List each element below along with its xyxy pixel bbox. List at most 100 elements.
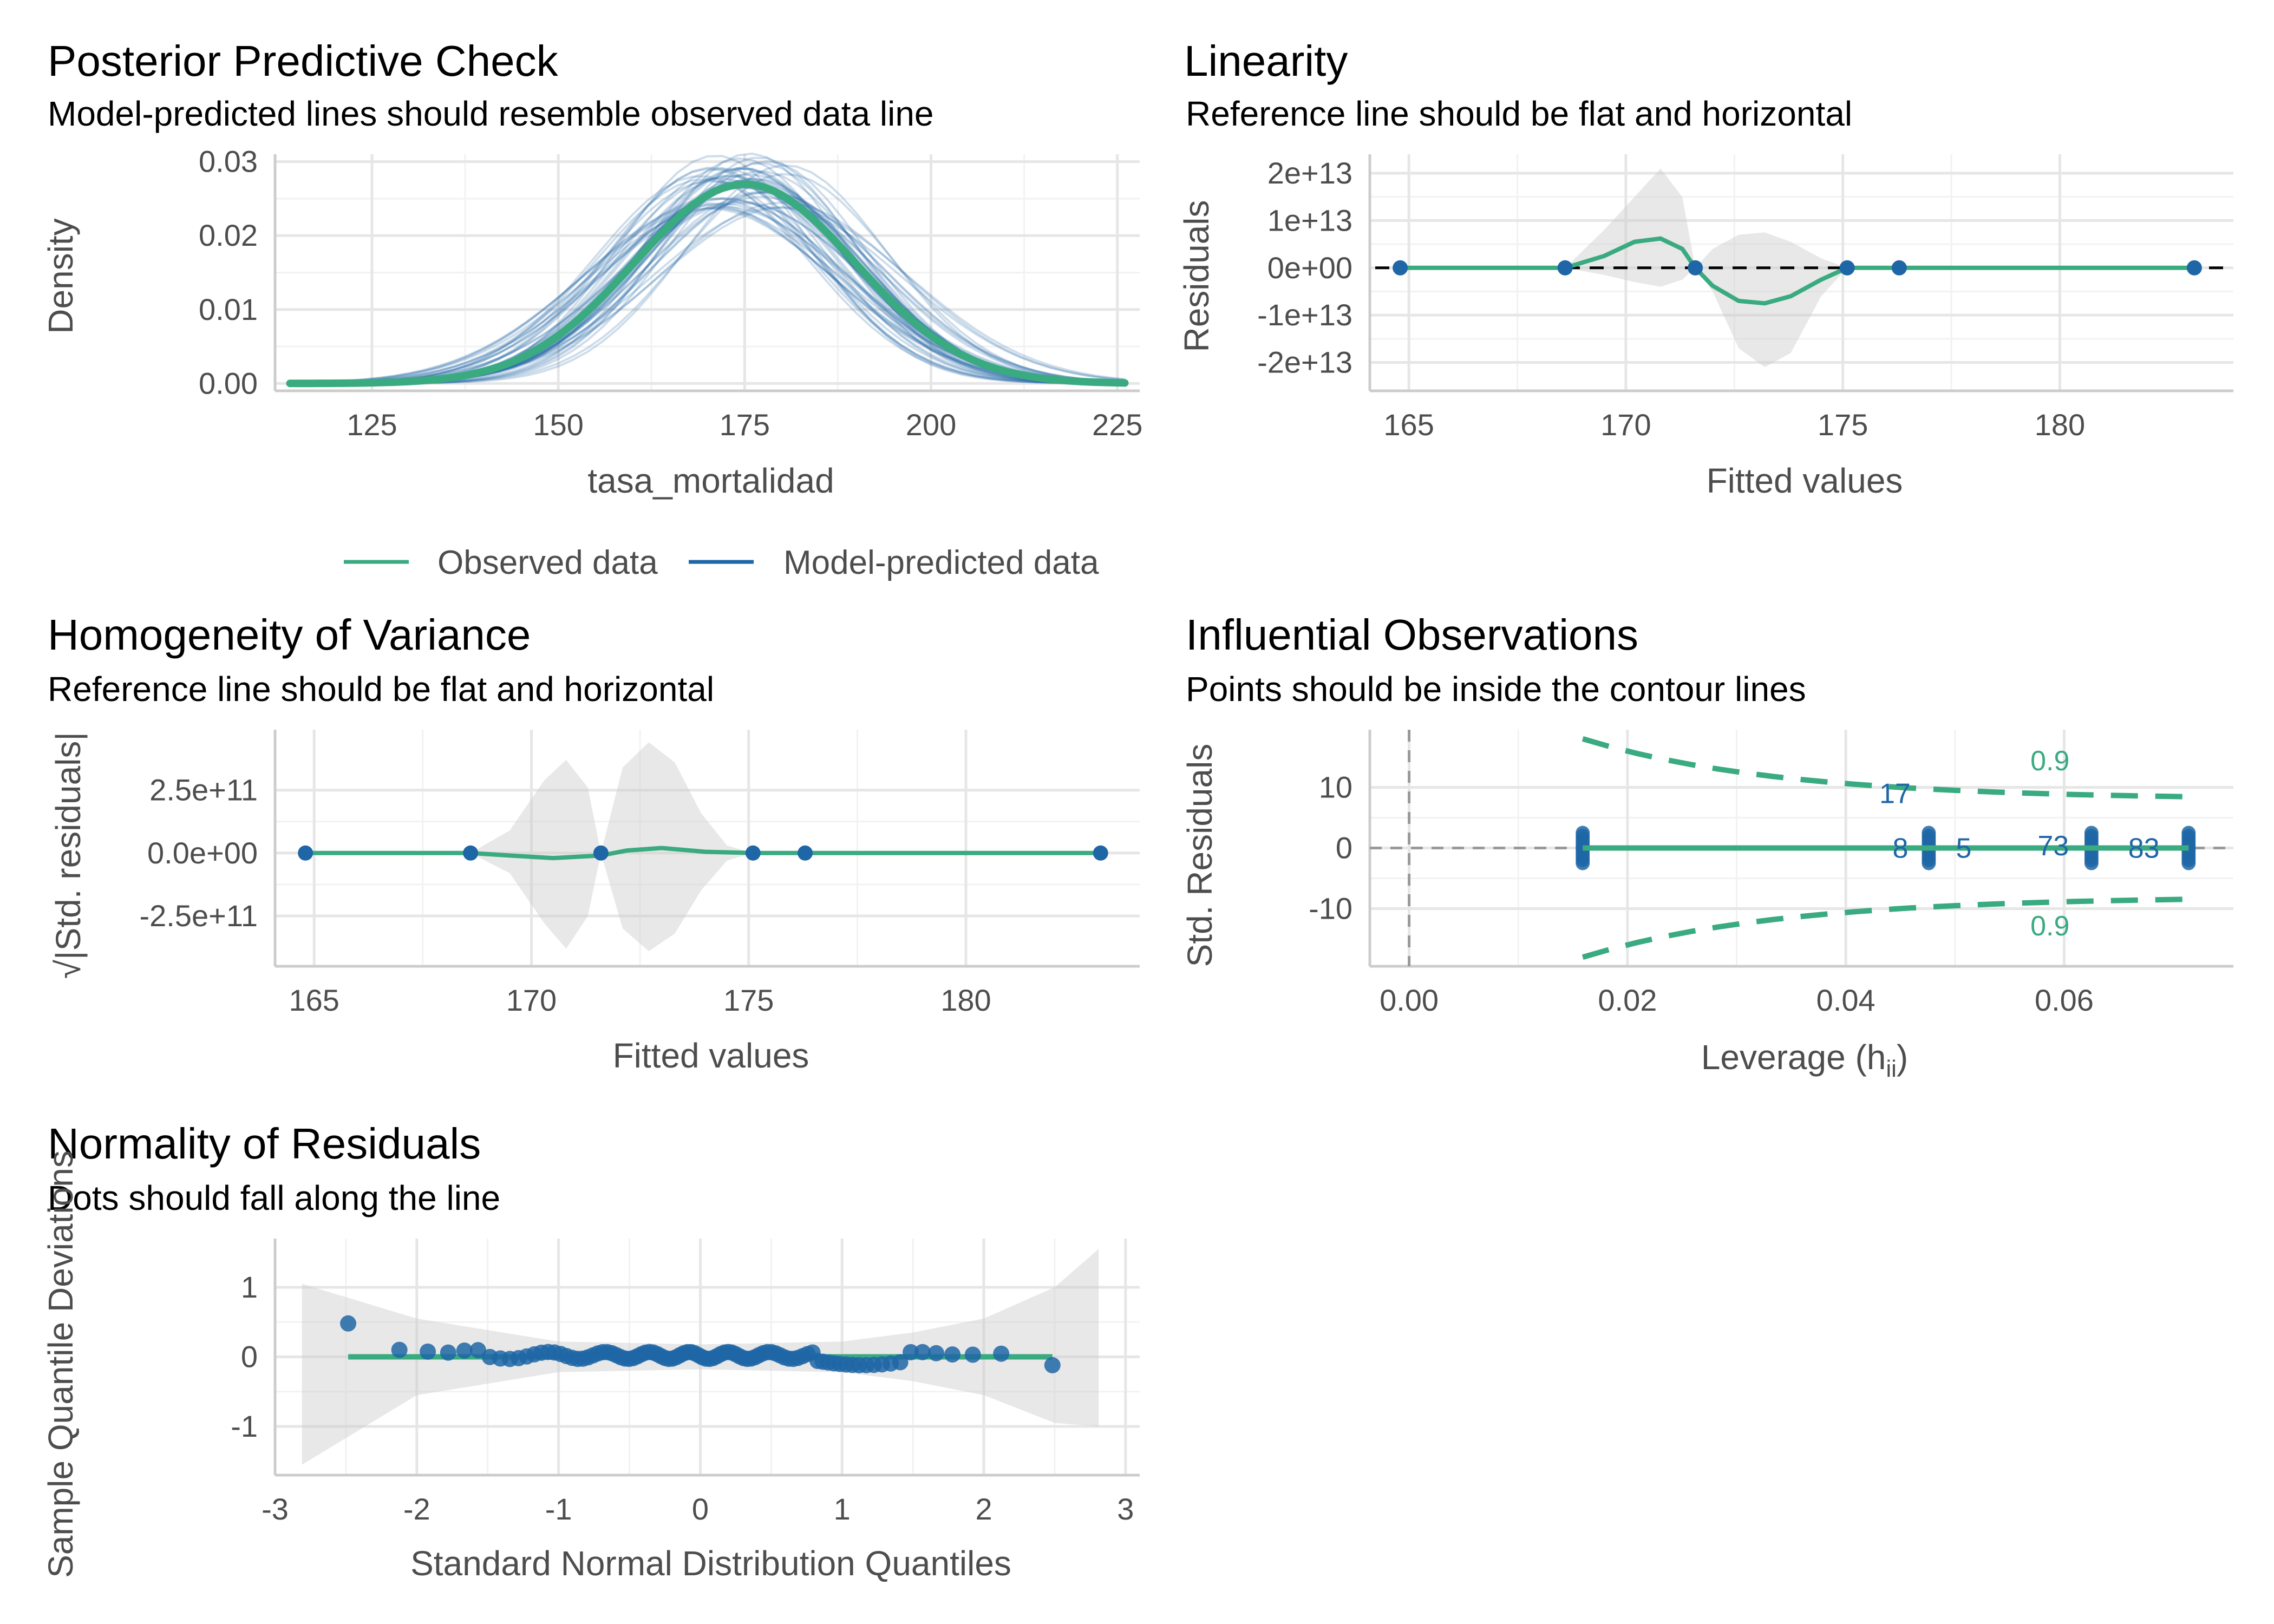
homogeneity-point [1093,845,1108,861]
homogeneity-x-tick-label: 180 [940,983,991,1017]
qq-point [456,1342,473,1359]
homogeneity-title: Homogeneity of Variance [48,611,531,659]
homogeneity-x-tick-label: 170 [506,983,557,1017]
influential-contour-label: 0.9 [2030,911,2069,942]
qq-point [903,1344,919,1360]
influential-title: Influential Observations [1186,611,1638,659]
homogeneity-y-tick-label: -2.5e+11 [140,899,258,933]
ppc-predicted-line [290,197,1125,384]
ppc-y-tick-label: 0.02 [199,218,258,252]
linearity-y-tick-label: -2e+13 [1257,345,1352,379]
influential-plot-area: 17 8 5 73 83 0.9 0.9 [1370,730,2233,966]
ppc-ticks: 125 150 175 200 225 0.00 0.01 0.02 0.03 [199,145,1142,442]
influential-x-label-sub: ii [1886,1056,1897,1082]
homogeneity-y-tick-label: 2.5e+11 [149,773,258,807]
ppc-predicted-line [290,182,1125,385]
linearity-ci-ribbon [1400,168,2194,368]
qq-y-tick-label: -1 [231,1409,258,1443]
panel-ppc: Posterior Predictive Check Model-predict… [41,37,1142,581]
influential-point-label: 73 [2037,830,2069,862]
linearity-subtitle: Reference line should be flat and horizo… [1186,94,1852,133]
homogeneity-y-label: √|Std. residuals| [49,732,88,979]
qq-title: Normality of Residuals [48,1119,481,1168]
linearity-point [1393,260,1408,276]
homogeneity-point [298,845,313,861]
qq-y-label: Sample Quantile Deviations [41,1150,80,1578]
homogeneity-plot-area [298,742,1108,952]
linearity-x-tick-label: 180 [2035,408,2085,442]
influential-y-tick-label: -10 [1309,892,1352,926]
homogeneity-smooth-line [305,846,1101,861]
linearity-grid [1368,154,2233,392]
qq-x-tick-label: -3 [262,1492,289,1526]
qq-point [928,1345,945,1361]
ppc-predicted-line [290,202,1125,384]
linearity-point [2186,260,2202,276]
ppc-x-label: tasa_mortalidad [587,461,834,500]
qq-x-tick-label: 1 [834,1492,851,1526]
qq-point [944,1346,961,1363]
homogeneity-point [463,845,479,861]
qq-point [391,1341,408,1358]
ppc-y-tick-label: 0.00 [199,366,258,400]
influential-point [1922,826,1936,840]
panel-linearity: Linearity Reference line should be flat … [1177,37,2233,500]
linearity-x-tick-label: 175 [1818,408,1868,442]
qq-point [340,1315,357,1332]
qq-ticks: -3 -2 -1 0 1 2 3 -1 0 1 [231,1270,1134,1526]
ppc-plot-area [286,152,1129,388]
ppc-x-tick-label: 200 [906,408,956,442]
qq-point [964,1346,981,1363]
linearity-title: Linearity [1184,37,1348,85]
qq-point [469,1342,486,1359]
linearity-plot-area [1375,168,2228,368]
ppc-subtitle: Model-predicted lines should resemble ob… [48,94,934,133]
homogeneity-x-label: Fitted values [613,1036,809,1075]
homogeneity-x-tick-label: 175 [723,983,774,1017]
influential-ticks: 0.00 0.02 0.04 0.06 -10 0 10 [1309,770,2094,1017]
qq-point [1044,1357,1061,1373]
influential-point [2181,826,2196,840]
panel-qq: Normality of Residuals Dots should fall … [41,1119,1140,1583]
ppc-y-label: Density [41,218,80,333]
qq-y-tick-label: 1 [241,1270,258,1304]
homogeneity-subtitle: Reference line should be flat and horizo… [48,670,714,709]
qq-x-tick-label: 3 [1117,1492,1134,1526]
ppc-x-tick-label: 225 [1092,408,1142,442]
ppc-predicted-line [290,175,1125,385]
ppc-grid [273,154,1140,392]
linearity-y-tick-label: 2e+13 [1267,156,1352,190]
ppc-legend: Observed data Model-predicted data [344,544,1099,581]
qq-point [914,1344,931,1360]
linearity-y-tick-label: -1e+13 [1257,298,1352,332]
ppc-predicted-line [290,182,1125,385]
qq-point [440,1344,456,1361]
linearity-y-tick-label: 1e+13 [1267,203,1352,237]
ppc-predicted-line [290,204,1125,384]
influential-y-label: Std. Residuals [1180,744,1219,967]
influential-x-tick-label: 0.00 [1380,983,1439,1017]
linearity-x-tick-label: 165 [1383,408,1434,442]
qq-point [993,1345,1010,1362]
ppc-y-tick-label: 0.01 [199,292,258,326]
homogeneity-ticks: 165 170 175 180 -2.5e+11 0.0e+00 2.5e+11 [140,773,991,1017]
qq-subtitle: Dots should fall along the line [48,1178,500,1217]
qq-x-label: Standard Normal Distribution Quantiles [410,1544,1011,1583]
influential-subtitle: Points should be inside the contour line… [1186,670,1806,709]
homogeneity-point [745,845,761,861]
influential-x-label-main: Leverage (h [1701,1038,1886,1077]
influential-x-tick-label: 0.04 [1816,983,1876,1017]
panel-homogeneity: Homogeneity of Variance Reference line s… [48,611,1140,1075]
influential-point-label: 8 [1893,833,1909,865]
influential-point-label: 17 [1879,778,1911,810]
linearity-x-label: Fitted values [1707,461,1903,500]
ppc-predicted-line [290,178,1125,385]
ppc-title: Posterior Predictive Check [48,37,559,85]
influential-point-label: 83 [2128,833,2160,865]
ppc-observed-line [286,180,1129,388]
homogeneity-point [593,845,609,861]
influential-x-tick-label: 0.06 [2035,983,2094,1017]
ppc-x-tick-label: 125 [347,408,397,442]
qq-point [892,1354,909,1371]
